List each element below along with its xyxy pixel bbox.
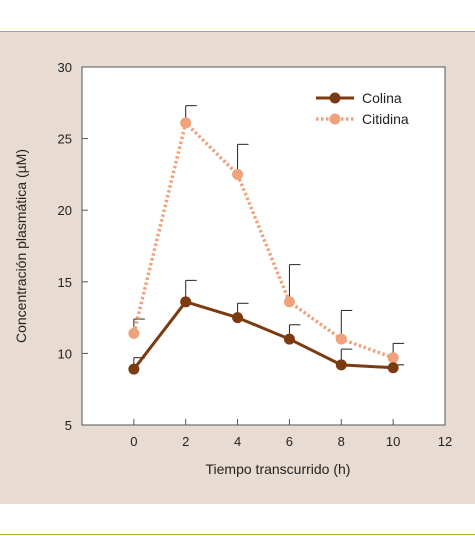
y-tick-label: 5 xyxy=(65,418,72,433)
data-point-colina xyxy=(387,362,399,374)
series-line-colina xyxy=(132,300,394,371)
x-tick-label: 4 xyxy=(234,434,241,449)
x-tick-label: 8 xyxy=(338,434,345,449)
series-line-citidina xyxy=(132,121,394,360)
data-point-colina xyxy=(232,312,244,324)
data-point-colina xyxy=(128,363,140,375)
x-axis-label: Tiempo transcurrido (h) xyxy=(206,461,351,477)
plot-area xyxy=(81,66,446,426)
x-tick-label: 2 xyxy=(182,434,189,449)
x-tick-label: 10 xyxy=(386,434,400,449)
legend-label-citidina: Citidina xyxy=(362,111,409,127)
top-rule xyxy=(0,31,475,32)
x-tick-label: 6 xyxy=(286,434,293,449)
series-lines xyxy=(132,121,394,371)
y-tick-label: 30 xyxy=(58,60,72,75)
y-tick-label: 15 xyxy=(58,275,72,290)
data-point-colina xyxy=(283,333,295,345)
y-tick-label: 20 xyxy=(58,203,72,218)
legend: Colina Citidina xyxy=(316,90,409,127)
bottom-rule xyxy=(0,534,475,535)
data-point-colina xyxy=(335,359,347,371)
y-tick-label: 10 xyxy=(58,346,72,361)
legend-label-colina: Colina xyxy=(362,90,402,106)
x-tick-label: 0 xyxy=(130,434,137,449)
data-point-citidina xyxy=(387,352,399,364)
y-axis-label: Concentración plasmática (µM) xyxy=(13,149,29,343)
y-tick-label: 25 xyxy=(58,132,72,147)
data-point-citidina xyxy=(335,333,347,345)
data-point-citidina xyxy=(128,327,140,339)
x-tick-label: 12 xyxy=(438,434,452,449)
data-point-citidina xyxy=(232,168,244,180)
data-point-citidina xyxy=(283,296,295,308)
data-point-citidina xyxy=(180,117,192,129)
data-points xyxy=(128,117,399,375)
axes: 0 2 4 6 8 10 12 5 10 15 20 25 30 xyxy=(58,60,453,449)
legend-marker-colina xyxy=(329,92,341,104)
legend-marker-citidina xyxy=(329,113,341,125)
data-point-colina xyxy=(180,296,192,308)
